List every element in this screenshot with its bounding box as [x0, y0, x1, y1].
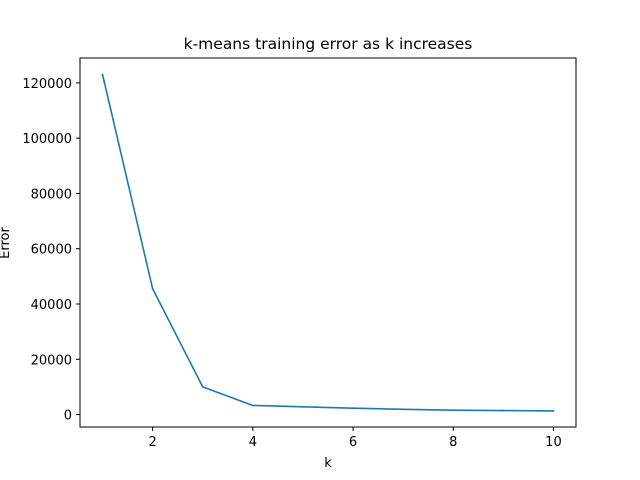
- x-axis-label: k: [324, 456, 332, 471]
- x-tick-label: 10: [545, 435, 562, 450]
- data-point: [302, 405, 304, 408]
- data-point: [352, 407, 354, 410]
- chart-title: k-means training error as k increases: [184, 35, 473, 53]
- data-point: [402, 408, 405, 411]
- y-tick-label: 80000: [31, 187, 72, 202]
- x-tick-label: 4: [249, 435, 257, 450]
- y-tick-label: 120000: [22, 77, 72, 92]
- series-layer: [101, 73, 555, 412]
- data-point: [101, 73, 104, 76]
- data-point: [552, 410, 555, 412]
- data-point: [201, 386, 204, 388]
- data-point: [251, 404, 254, 407]
- y-axis: 0 20000 40000 60000 80000 100000 120000: [22, 77, 80, 424]
- y-tick-label: 40000: [31, 298, 72, 313]
- data-point: [502, 409, 505, 412]
- y-axis-label: Error: [0, 227, 13, 259]
- plot-frame: [79, 57, 577, 428]
- y-tick-label: 0: [64, 409, 72, 424]
- x-tick-label: 8: [449, 435, 457, 450]
- data-point: [151, 287, 154, 290]
- x-axis: 2 4 6 8 10: [149, 427, 562, 450]
- x-tick-label: 2: [149, 435, 157, 450]
- y-tick-label: 20000: [31, 353, 72, 368]
- series-line: [101, 73, 555, 412]
- y-tick-label: 60000: [31, 243, 72, 258]
- y-tick-label: 100000: [22, 132, 72, 147]
- x-tick-label: 6: [349, 435, 357, 450]
- data-point: [452, 409, 455, 412]
